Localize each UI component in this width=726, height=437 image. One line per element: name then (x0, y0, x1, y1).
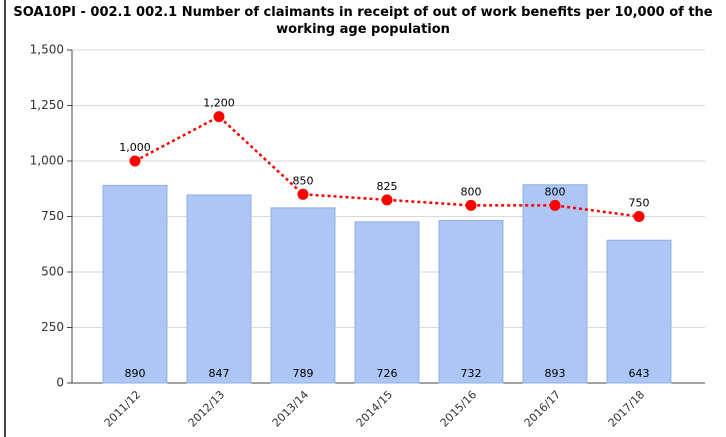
point (549, 199, 561, 211)
x-tick-label: 2016/17 (522, 388, 564, 430)
x-tick-label: 2014/15 (354, 388, 396, 430)
point-label: 850 (293, 174, 314, 187)
bar-label: 893 (545, 367, 566, 380)
bar (270, 207, 336, 384)
y-tick-label: 1,500 (30, 43, 64, 57)
y-tick-label: 1,250 (30, 98, 64, 112)
bar-label: 847 (209, 367, 230, 380)
point-label: 800 (461, 185, 482, 198)
bar-label: 726 (377, 367, 398, 380)
x-tick-label: 2013/14 (270, 388, 312, 430)
bar (354, 221, 420, 384)
bar (606, 239, 672, 384)
bar-label: 643 (629, 367, 650, 380)
point (213, 111, 225, 123)
y-tick-label: 250 (41, 320, 64, 334)
y-tick-label: 750 (41, 209, 64, 223)
bar (186, 194, 252, 384)
point-label: 800 (545, 185, 566, 198)
bar-label: 890 (125, 367, 146, 380)
bar-label: 789 (293, 367, 314, 380)
x-tick-label: 2012/13 (186, 388, 228, 430)
chart-title: SOA10PI - 002.1 002.1 Number of claimant… (13, 5, 713, 37)
x-tick-label: 2017/18 (606, 388, 648, 430)
point-label: 825 (377, 180, 398, 193)
point (633, 211, 645, 222)
point (129, 155, 141, 167)
y-tick-label: 0 (56, 376, 64, 390)
point (297, 188, 309, 200)
point (381, 194, 393, 206)
y-tick-label: 1,000 (30, 154, 64, 168)
point-label: 1,200 (203, 97, 235, 110)
bar-label: 732 (461, 367, 482, 380)
bar (522, 184, 588, 384)
point-label: 1,000 (119, 141, 151, 154)
point-label: 750 (629, 197, 650, 210)
y-tick-label: 500 (41, 265, 64, 279)
bar (438, 219, 504, 384)
bar (102, 184, 168, 384)
x-tick-label: 2015/16 (438, 388, 480, 430)
point (465, 199, 477, 211)
x-tick-label: 2011/12 (102, 388, 144, 430)
